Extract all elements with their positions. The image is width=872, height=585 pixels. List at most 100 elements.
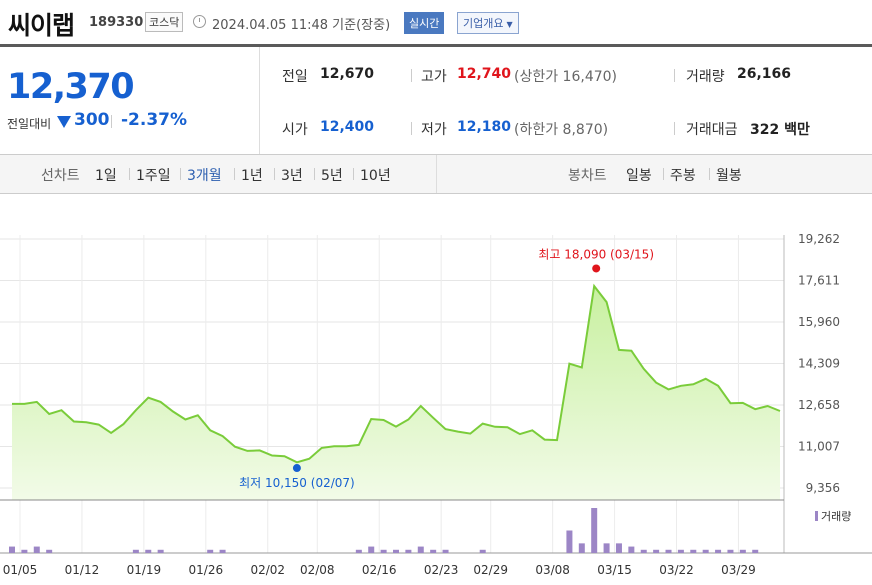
x-tick-label: 02/02 — [250, 563, 285, 577]
volume-bar — [653, 549, 660, 553]
volume-label: 거래량 — [686, 69, 725, 85]
volume-bar — [145, 549, 152, 553]
x-tick-label: 01/12 — [65, 563, 100, 577]
chart-tabs: 선차트 봉차트 1일 1주일 3개월 1년 3년 5년 10년 일봉 주봉 월봉 — [0, 155, 872, 194]
volume-bar — [677, 549, 684, 553]
tab-divider — [663, 168, 664, 180]
tab-divider — [129, 168, 130, 180]
candle-tab-0[interactable]: 일봉 — [626, 168, 652, 184]
chevron-down-icon: ▼ — [506, 20, 513, 29]
x-tick-label: 03/08 — [535, 563, 570, 577]
volume-bar — [578, 543, 585, 553]
volume-bar — [690, 549, 697, 553]
high-label: 고가 — [421, 69, 447, 85]
change-label: 전일대비 — [7, 117, 52, 131]
candle-tab-1[interactable]: 주봉 — [670, 168, 696, 184]
x-tick-label: 03/29 — [721, 563, 756, 577]
volume-bar — [628, 546, 635, 553]
volume-bar — [405, 549, 412, 553]
volume-bar — [727, 549, 734, 553]
period-tab-0[interactable]: 1일 — [95, 168, 117, 184]
period-tab-3[interactable]: 1년 — [241, 168, 263, 184]
high-value: 12,740 — [457, 66, 512, 82]
y-tick-label: 17,611 — [798, 274, 840, 288]
period-tab-1[interactable]: 1주일 — [136, 168, 171, 184]
volume-bar — [219, 549, 226, 553]
amount-value: 322 백만 — [750, 122, 810, 138]
line-chart-label: 선차트 — [41, 168, 80, 184]
period-tab-4[interactable]: 3년 — [281, 168, 303, 184]
volume-bar — [479, 549, 486, 553]
low-value: 12,180 — [457, 119, 512, 135]
x-tick-label: 03/22 — [659, 563, 694, 577]
volume-bar — [355, 549, 362, 553]
upper-limit: (상한가 16,470) — [514, 69, 618, 85]
quote-datetime: 2024.04.05 11:48 기준(장중) — [212, 18, 391, 33]
y-tick-label: 9,356 — [806, 481, 840, 495]
y-tick-label: 11,007 — [798, 440, 840, 454]
x-tick-label: 02/08 — [300, 563, 335, 577]
max-label: 최고 18,090 (03/15) — [538, 247, 654, 261]
company-overview-dropdown[interactable]: 기업개요 ▼ — [457, 12, 519, 34]
x-tick-label: 01/26 — [189, 563, 224, 577]
stock-header: 씨이랩 189330 코스닥 2024.04.05 11:48 기준(장중) 실… — [0, 0, 872, 44]
tab-divider — [709, 168, 710, 180]
volume-bar — [603, 543, 610, 553]
y-tick-label: 19,262 — [798, 232, 840, 246]
tab-divider — [353, 168, 354, 180]
volume-bar — [591, 508, 598, 553]
change-value: 300 — [74, 110, 110, 130]
low-label: 저가 — [421, 122, 447, 138]
volume-bar — [21, 549, 28, 553]
price-line — [12, 283, 781, 464]
header-divider — [0, 44, 872, 47]
lower-limit: (하한가 8,870) — [514, 122, 609, 138]
volume-value: 26,166 — [737, 66, 792, 82]
divider — [436, 155, 437, 193]
volume-bar — [566, 530, 573, 553]
amount-label: 거래대금 — [686, 122, 738, 138]
volume-bar — [702, 549, 709, 553]
period-tab-2[interactable]: 3개월 — [187, 168, 222, 184]
min-label: 최저 10,150 (02/07) — [239, 476, 355, 490]
y-tick-label: 15,960 — [798, 315, 840, 329]
open-label: 시가 — [282, 122, 308, 138]
y-tick-label: 12,658 — [798, 398, 840, 412]
y-tick-label: 14,309 — [798, 357, 840, 371]
volume-legend-swatch — [815, 511, 818, 521]
tab-divider — [180, 168, 181, 180]
period-tab-5[interactable]: 5년 — [321, 168, 343, 184]
volume-bar — [368, 546, 375, 553]
volume-bar — [739, 549, 746, 553]
tab-divider — [274, 168, 275, 180]
divider — [411, 69, 412, 82]
volume-bar — [132, 549, 139, 553]
max-marker — [592, 264, 601, 273]
realtime-button[interactable]: 실시간 — [404, 12, 445, 34]
stock-code: 189330 — [89, 15, 144, 30]
volume-bar — [442, 549, 449, 553]
tab-divider — [234, 168, 235, 180]
volume-bar — [33, 546, 40, 553]
open-value: 12,400 — [320, 119, 375, 135]
x-tick-label: 02/29 — [473, 563, 508, 577]
volume-bar — [752, 549, 759, 553]
price-summary: 12,370 전일대비 300 -2.37% — [0, 47, 260, 154]
x-tick-label: 03/15 — [597, 563, 632, 577]
divider — [674, 69, 675, 82]
change-percent: -2.37% — [121, 110, 188, 130]
x-tick-label: 02/23 — [424, 563, 459, 577]
stock-name: 씨이랩 — [8, 11, 75, 40]
period-tab-6[interactable]: 10년 — [360, 168, 391, 184]
current-price: 12,370 — [7, 67, 135, 107]
market-badge: 코스닥 — [145, 12, 184, 32]
volume-bar — [380, 549, 387, 553]
divider — [674, 122, 675, 135]
candle-tab-2[interactable]: 월봉 — [716, 168, 742, 184]
volume-bar — [157, 549, 164, 553]
volume-bar — [715, 549, 722, 553]
divider — [411, 122, 412, 135]
prev-close-label: 전일 — [282, 69, 308, 85]
volume-bar — [46, 549, 53, 553]
